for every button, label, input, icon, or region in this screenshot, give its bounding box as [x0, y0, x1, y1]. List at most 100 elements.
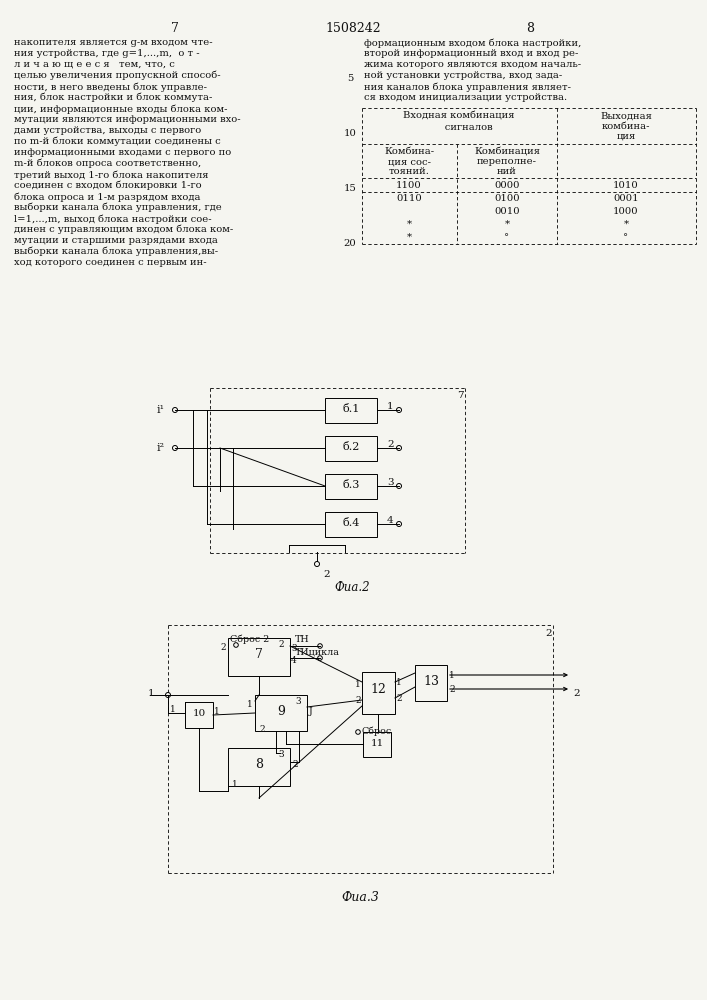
Text: 1: 1: [214, 707, 220, 716]
Text: ции, информационные входы блока ком-: ции, информационные входы блока ком-: [14, 104, 228, 113]
Text: 1100: 1100: [396, 181, 422, 190]
Text: по m-й блоки коммутации соединены с: по m-й блоки коммутации соединены с: [14, 137, 221, 146]
Text: дами устройства, выходы с первого: дами устройства, выходы с первого: [14, 126, 201, 135]
Text: мутации являются информационными вхо-: мутации являются информационными вхо-: [14, 115, 240, 124]
Text: 10: 10: [192, 709, 206, 718]
Text: Сброс: Сброс: [361, 727, 391, 736]
Text: Входная комбинация: Входная комбинация: [403, 112, 515, 121]
Bar: [325, 512, 377, 537]
Text: l=1,...,m, выход блока настройки сое-: l=1,...,m, выход блока настройки сое-: [14, 214, 211, 224]
Bar: [325, 398, 377, 423]
Text: 1010: 1010: [613, 181, 639, 190]
Text: 2: 2: [396, 694, 402, 703]
Bar: [362, 672, 395, 714]
Bar: [185, 702, 213, 728]
Text: 8: 8: [255, 758, 263, 771]
Text: б.3: б.3: [342, 480, 360, 490]
Text: 8: 8: [526, 22, 534, 35]
Text: J: J: [309, 707, 312, 716]
Text: 1: 1: [449, 671, 455, 680]
Text: Комбина-: Комбина-: [384, 147, 434, 156]
Text: ТИцикла: ТИцикла: [295, 647, 340, 656]
Text: 2: 2: [545, 629, 551, 638]
Text: третий выход 1-го блока накопителя: третий выход 1-го блока накопителя: [14, 170, 209, 180]
Text: 1: 1: [247, 700, 252, 709]
Text: 12: 12: [370, 683, 386, 696]
Text: 3: 3: [387, 478, 394, 487]
Bar: [255, 695, 307, 731]
Text: соединен с входом блокировки 1-го: соединен с входом блокировки 1-го: [14, 181, 201, 190]
Text: 3: 3: [291, 644, 297, 653]
Text: 2: 2: [278, 640, 284, 649]
Text: 2: 2: [355, 696, 361, 705]
Text: сигналов: сигналов: [426, 123, 492, 132]
Text: 0000: 0000: [494, 181, 520, 190]
Text: ния каналов блока управления являет-: ния каналов блока управления являет-: [364, 82, 571, 92]
Text: информационными входами с первого по: информационными входами с первого по: [14, 148, 231, 157]
Text: 1: 1: [170, 705, 176, 714]
Text: °: °: [504, 233, 510, 242]
Text: 2: 2: [449, 685, 455, 694]
Text: 11: 11: [370, 739, 384, 748]
Text: 1000: 1000: [613, 207, 639, 216]
Text: 0100: 0100: [494, 194, 520, 203]
Text: 2: 2: [573, 689, 580, 698]
Text: 1: 1: [396, 678, 402, 687]
Text: 1: 1: [355, 680, 361, 689]
Bar: [415, 665, 447, 701]
Text: 3: 3: [278, 750, 284, 759]
Text: Фиа.3: Фиа.3: [341, 891, 379, 904]
Text: 5: 5: [347, 74, 354, 83]
Text: мутации и старшими разрядами входа: мутации и старшими разрядами входа: [14, 236, 218, 245]
Text: целью увеличения пропускной способ-: целью увеличения пропускной способ-: [14, 71, 221, 81]
Bar: [228, 638, 290, 676]
Text: 2: 2: [292, 760, 298, 769]
Text: 15: 15: [344, 184, 356, 193]
Text: ний: ний: [497, 167, 517, 176]
Text: 1508242: 1508242: [325, 22, 381, 35]
Text: л и ч а ю щ е е с я   тем, что, с: л и ч а ю щ е е с я тем, что, с: [14, 60, 175, 69]
Text: 2: 2: [259, 725, 264, 734]
Text: 2: 2: [323, 570, 329, 579]
Text: ния, блок настройки и блок коммута-: ния, блок настройки и блок коммута-: [14, 93, 212, 103]
Bar: [325, 436, 377, 461]
Text: 7: 7: [457, 391, 464, 400]
Text: 7: 7: [255, 648, 263, 661]
Text: ся входом инициализации устройства.: ся входом инициализации устройства.: [364, 93, 567, 102]
Text: Выходная: Выходная: [600, 112, 652, 121]
Text: динен с управляющим входом блока ком-: динен с управляющим входом блока ком-: [14, 225, 233, 234]
Text: жима которого являются входом началь-: жима которого являются входом началь-: [364, 60, 581, 69]
Text: 2: 2: [387, 440, 394, 449]
Bar: [325, 474, 377, 499]
Text: 9: 9: [277, 705, 285, 718]
Text: Комбинация: Комбинация: [474, 147, 540, 156]
Text: 0010: 0010: [494, 207, 520, 216]
Text: ности, в него введены блок управле-: ности, в него введены блок управле-: [14, 82, 207, 92]
Text: °: °: [624, 233, 629, 242]
Text: i²: i²: [157, 443, 165, 453]
Text: 1: 1: [148, 689, 155, 698]
Text: 4: 4: [387, 516, 394, 525]
Bar: [363, 732, 391, 757]
Text: m-й блоков опроса соответственно,: m-й блоков опроса соответственно,: [14, 159, 201, 168]
Text: 0001: 0001: [613, 194, 639, 203]
Text: б.2: б.2: [342, 442, 360, 452]
Text: 2: 2: [220, 643, 226, 652]
Text: тояний.: тояний.: [389, 167, 429, 176]
Text: i¹: i¹: [157, 405, 165, 415]
Text: комбина-: комбина-: [602, 122, 650, 131]
Text: Фиа.2: Фиа.2: [334, 581, 370, 594]
Text: ход которого соединен с первым ин-: ход которого соединен с первым ин-: [14, 258, 206, 267]
Text: 1: 1: [232, 780, 238, 789]
Text: выборки канала блока управления,вы-: выборки канала блока управления,вы-: [14, 247, 218, 256]
Text: 20: 20: [344, 239, 356, 248]
Text: б.4: б.4: [342, 518, 360, 528]
Text: выборки канала блока управления, где: выборки канала блока управления, где: [14, 203, 222, 213]
Text: *: *: [504, 220, 510, 229]
Text: б.1: б.1: [342, 404, 360, 414]
Text: *: *: [407, 220, 411, 229]
Text: ния устройства, где g=1,...,m,  о т -: ния устройства, где g=1,...,m, о т -: [14, 49, 199, 58]
Bar: [228, 748, 290, 786]
Text: 0110: 0110: [396, 194, 422, 203]
Text: ция: ция: [617, 132, 636, 141]
